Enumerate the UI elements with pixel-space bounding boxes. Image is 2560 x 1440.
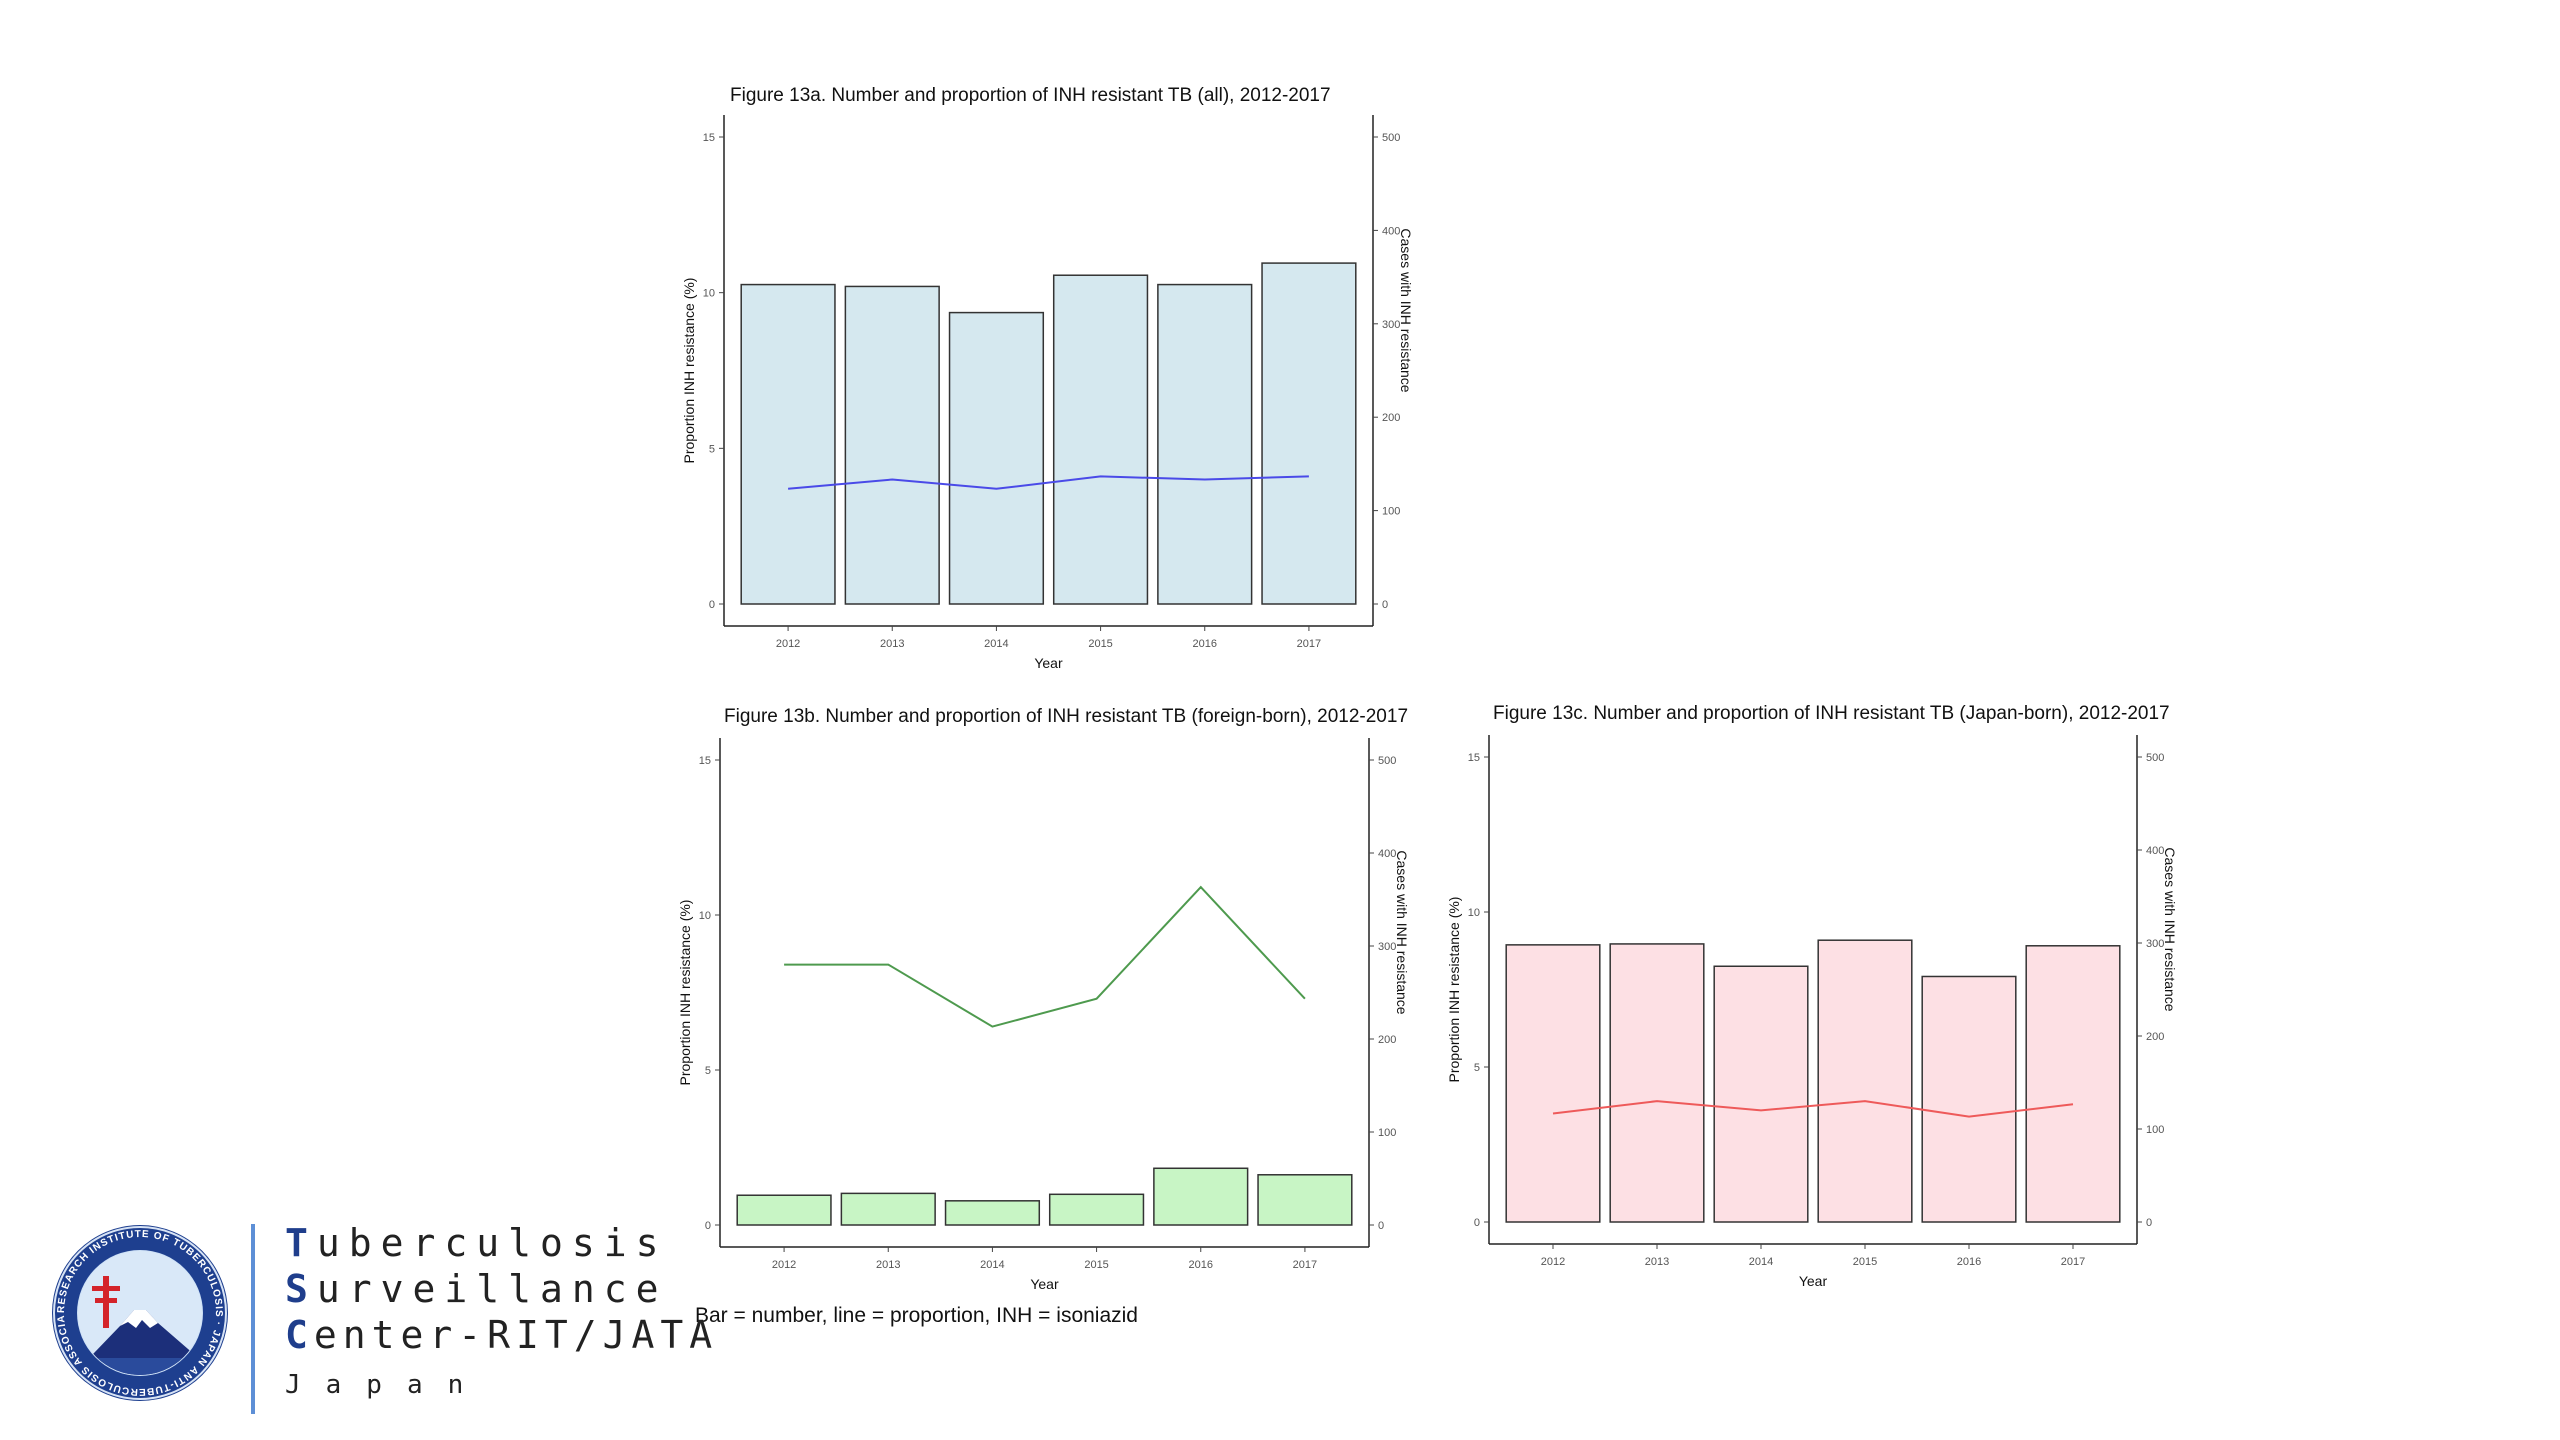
brand-line-4: Japan [285, 1370, 489, 1400]
x-tick-label: 2014 [984, 638, 1008, 650]
bar-2012 [1505, 944, 1601, 1223]
bar-2016 [1157, 283, 1253, 605]
x-tick-label: 2015 [1084, 1259, 1108, 1271]
y-tick-label: 10 [1468, 907, 1480, 919]
x-tick-label: 2014 [1749, 1256, 1773, 1268]
x-tick-label: 2017 [1293, 1259, 1317, 1271]
y-axis-title: Proportion INH resistance (%) [677, 900, 693, 1086]
x-axis-title: Year [1030, 1276, 1059, 1292]
y-tick-label: 10 [699, 910, 711, 922]
x-tick-label: 2012 [1541, 1256, 1565, 1268]
x-axis-title: Year [1799, 1273, 1828, 1289]
x-tick-label: 2016 [1193, 638, 1217, 650]
y2-tick-label: 0 [2146, 1217, 2152, 1229]
y2-tick-label: 300 [1382, 319, 1400, 331]
bar-2014 [944, 1200, 1041, 1226]
brand-word-1: uberculosis [316, 1221, 668, 1265]
y-tick-label: 10 [703, 288, 715, 300]
brand-line-1: Tuberculosis [285, 1222, 668, 1264]
y-tick-label: 0 [705, 1220, 711, 1232]
y2-tick-label: 300 [2146, 938, 2164, 950]
brand-word-2: urveillance [316, 1267, 668, 1311]
y2-axis-title: Cases with INH resistance [2162, 847, 2178, 1011]
bar-2015 [1052, 274, 1149, 605]
x-tick-label: 2013 [1645, 1256, 1669, 1268]
y-tick-label: 5 [709, 443, 715, 455]
y2-tick-label: 200 [1382, 412, 1400, 424]
y2-tick-label: 100 [1378, 1127, 1396, 1139]
x-tick-label: 2016 [1189, 1259, 1213, 1271]
bar-2013 [840, 1192, 936, 1226]
x-tick-label: 2012 [772, 1259, 796, 1271]
brand-line-2: Surveillance [285, 1268, 668, 1310]
chart-title: Figure 13a. Number and proportion of INH… [730, 85, 1331, 106]
proportion-line [1552, 1100, 2074, 1118]
brand-divider [251, 1224, 255, 1414]
y2-tick-label: 400 [1382, 225, 1400, 237]
brand-cap-s: S [285, 1267, 317, 1311]
y2-tick-label: 200 [2146, 1031, 2164, 1043]
bar-2013 [844, 285, 940, 605]
rit-jata-logo: RESEARCH INSTITUTE OF TUBERCULOSIS · JAP… [46, 1210, 230, 1408]
proportion-line [784, 885, 1306, 1028]
y2-tick-label: 500 [1382, 132, 1400, 144]
y2-tick-label: 500 [2146, 752, 2164, 764]
y2-axis-title: Cases with INH resistance [1394, 850, 1410, 1014]
y-tick-label: 5 [705, 1065, 711, 1077]
x-tick-label: 2015 [1853, 1256, 1877, 1268]
y-tick-label: 5 [1474, 1062, 1480, 1074]
y2-tick-label: 0 [1378, 1220, 1384, 1232]
brand-word-3: enter-RIT/JATA [313, 1313, 719, 1357]
x-tick-label: 2013 [876, 1259, 900, 1271]
y-tick-label: 0 [1474, 1217, 1480, 1229]
y2-tick-label: 100 [2146, 1124, 2164, 1136]
y-tick-label: 15 [699, 755, 711, 767]
bar-2015 [1048, 1193, 1145, 1226]
bar-2017 [1257, 1174, 1353, 1226]
bar-2017 [1261, 262, 1357, 605]
x-tick-label: 2015 [1088, 638, 1112, 650]
y2-tick-label: 0 [1382, 599, 1388, 611]
brand-line-3: Center-RIT/JATA [285, 1314, 718, 1356]
bar-2016 [1921, 975, 2017, 1223]
chart-title: Figure 13c. Number and proportion of INH… [1493, 703, 2170, 724]
chart-title: Figure 13b. Number and proportion of INH… [724, 706, 1408, 727]
y-tick-label: 15 [703, 132, 715, 144]
y2-tick-label: 300 [1378, 941, 1396, 953]
x-tick-label: 2016 [1957, 1256, 1981, 1268]
y-tick-label: 0 [709, 599, 715, 611]
x-tick-label: 2012 [776, 638, 800, 650]
y-axis-title: Proportion INH resistance (%) [681, 278, 697, 464]
brand-cap-c: C [285, 1313, 314, 1357]
footnote: Bar = number, line = proportion, INH = i… [695, 1304, 1138, 1327]
x-axis-title: Year [1034, 655, 1063, 671]
bar-2014 [1713, 965, 1809, 1223]
bar-2016 [1153, 1167, 1249, 1226]
x-tick-label: 2014 [980, 1259, 1004, 1271]
y2-axis-title: Cases with INH resistance [1398, 228, 1414, 392]
x-tick-label: 2017 [1297, 638, 1321, 650]
bar-2013 [1609, 943, 1705, 1223]
y2-tick-label: 100 [1382, 506, 1400, 518]
y-tick-label: 15 [1468, 752, 1480, 764]
y2-tick-label: 400 [2146, 845, 2164, 857]
bar-2012 [736, 1194, 832, 1226]
brand-cap-t: T [285, 1221, 317, 1265]
bar-2017 [2025, 945, 2121, 1223]
y2-tick-label: 200 [1378, 1034, 1396, 1046]
proportion-line [788, 475, 1309, 490]
y2-tick-label: 400 [1378, 848, 1396, 860]
x-tick-label: 2017 [2061, 1256, 2085, 1268]
bar-2012 [740, 283, 836, 605]
y2-tick-label: 500 [1378, 755, 1396, 767]
y-axis-title: Proportion INH resistance (%) [1446, 897, 1462, 1083]
bar-2015 [1817, 939, 1913, 1223]
bar-2014 [948, 311, 1045, 605]
x-tick-label: 2013 [880, 638, 904, 650]
